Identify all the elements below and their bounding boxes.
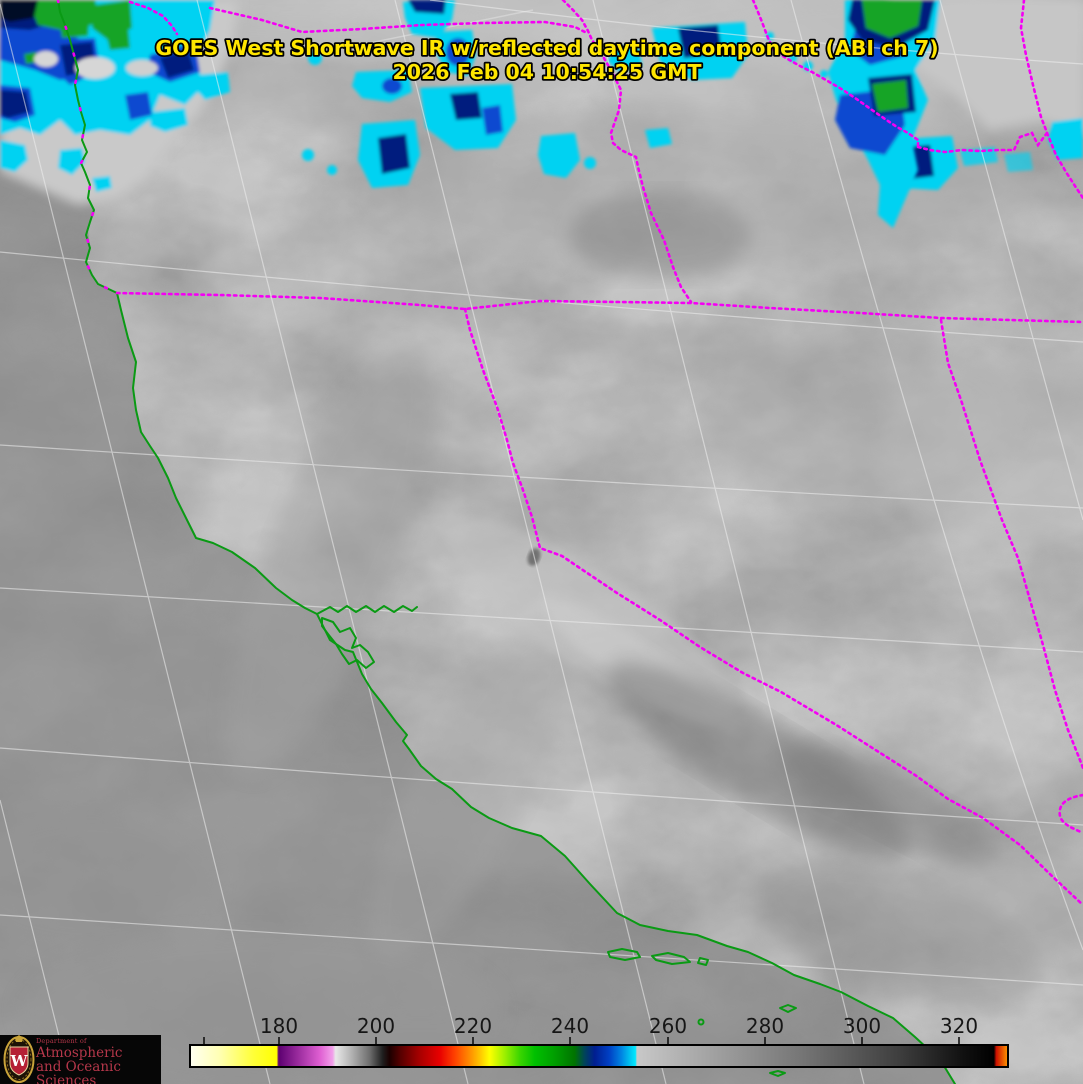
logo-dept-line: Department of: [36, 1037, 87, 1045]
state-border-columbia-river: [208, 6, 589, 35]
state-border-idaho-montana: [751, 0, 920, 149]
satellite-product-title: GOES West Shortwave IR w/reflected dayti…: [155, 36, 938, 60]
colorbar-gradient-bar: [189, 1044, 1009, 1068]
state-border-california-nevada: [463, 307, 1083, 907]
title-block: GOES West Shortwave IR w/reflected dayti…: [154, 34, 941, 86]
parallel-line: [0, 747, 1083, 826]
colorbar-label-220: 220: [454, 1014, 492, 1038]
island: [697, 1018, 705, 1026]
sf-bay-outline: [321, 617, 375, 669]
meridian-line: [939, 0, 1083, 521]
terrain-texture: [0, 0, 1083, 1011]
sf-bay-delta-outline: [316, 605, 418, 615]
colorbar-label-300: 300: [843, 1014, 881, 1038]
state-border-colorado-river-bend: [1058, 793, 1083, 835]
colorbar-label-200: 200: [357, 1014, 395, 1038]
uw-crest-icon: W: [3, 1035, 35, 1083]
channel-island: [697, 957, 709, 966]
coastline-border-dots: [56, 0, 119, 295]
logo-name-line1: Atmospheric: [36, 1044, 123, 1061]
svg-text:W: W: [10, 1052, 29, 1070]
colorbar-label-180: 180: [260, 1014, 298, 1038]
state-border-idaho-utah: [916, 131, 1049, 154]
cold-cloud-cluster-top-middle: [608, 22, 774, 80]
colorbar-label-280: 280: [746, 1014, 784, 1038]
colorbar-label-260: 260: [649, 1014, 687, 1038]
satellite-timestamp: 2026 Feb 04 10:54:25 GMT: [392, 60, 701, 84]
meridian-line: [0, 3, 271, 1084]
logo-name-line2: and Oceanic Sciences: [36, 1059, 121, 1084]
channel-island: [607, 948, 641, 961]
colorbar-label-320: 320: [940, 1014, 978, 1038]
state-border-nevada-utah: [939, 318, 1083, 770]
parallel-line: [429, 0, 1083, 65]
state-border-idaho-wyoming: [1019, 0, 1048, 132]
meridian-line: [196, 0, 469, 1084]
state-border-42n-parallel: [115, 291, 1083, 324]
state-border-layer: [56, 0, 1083, 907]
cold-cloud-cluster-northwest: [0, 0, 238, 205]
state-border-coast-inlet: [128, 0, 179, 36]
state-border-utah-wyoming: [1045, 131, 1083, 200]
parallel-line: [0, 444, 1083, 509]
colorbar-label-240: 240: [551, 1014, 589, 1038]
channel-island: [651, 952, 691, 965]
meridian-line: [790, 0, 1083, 951]
colorbar-legend: 180 200 220 240 260 280 300 320: [189, 1014, 1009, 1068]
aos-logo: W Department of Atmospheric and Oceanic …: [0, 1035, 161, 1084]
meridian-line: [394, 0, 667, 1084]
island: [769, 1070, 786, 1077]
island: [779, 1004, 797, 1013]
aos-logo-text: Department of Atmospheric and Oceanic Sc…: [36, 1038, 161, 1084]
meridian-line: [592, 0, 865, 1084]
pacific-coastline: [57, 0, 956, 1084]
colorbar-ticks: [203, 1037, 960, 1045]
cold-cloud-cluster-northeast: [789, 0, 1083, 228]
state-border-oregon-idaho: [561, 0, 693, 304]
cold-cloud-cluster-north-central: [302, 0, 516, 188]
